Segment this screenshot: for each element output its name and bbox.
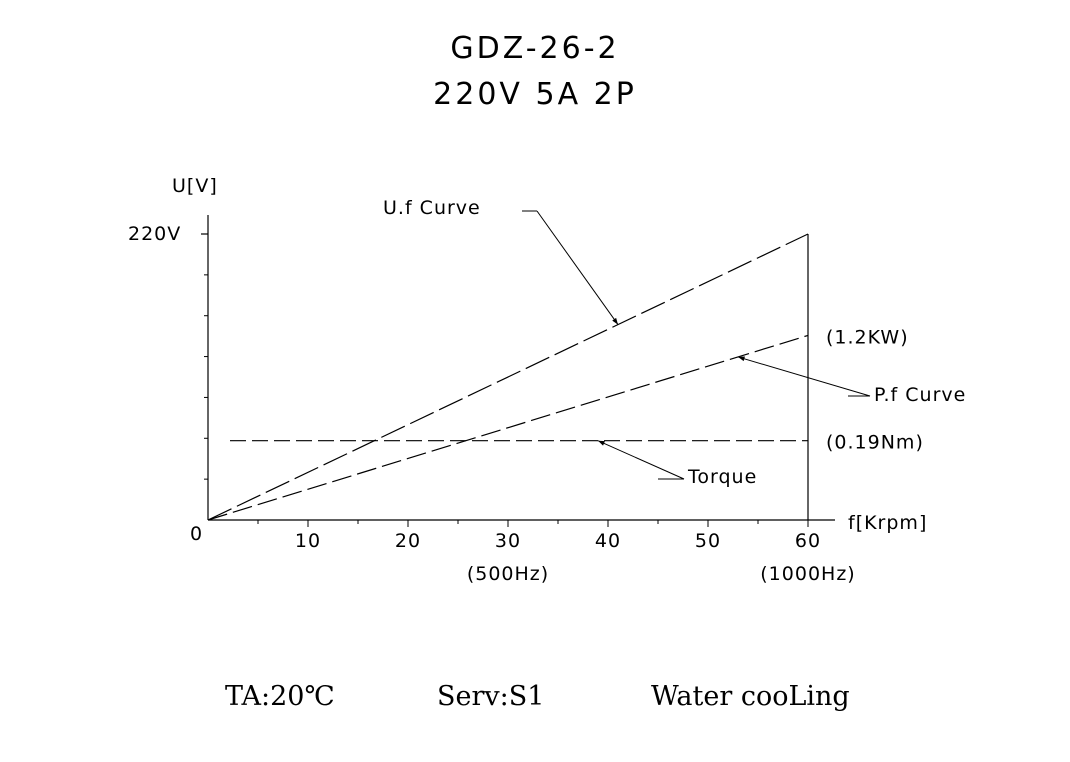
y-tick-label-220: 220V [128, 223, 181, 245]
origin-label: 0 [190, 523, 203, 545]
chart-title: GDZ-26-2 [450, 31, 619, 66]
series-name-label: Torque [687, 466, 757, 488]
x-sublabel: (500Hz) [467, 563, 549, 585]
x-tick-label: 40 [595, 530, 621, 552]
x-ticks: 10 20 30 40 50 60 (500Hz) (1000Hz) [257, 520, 855, 585]
callout-leader [737, 356, 871, 397]
callout-arrowhead [738, 356, 745, 362]
series-name-label: U.f Curve [383, 197, 481, 219]
callout-leader [597, 440, 685, 480]
series-line [207, 334, 809, 521]
x-tick-label: 30 [495, 530, 521, 552]
series-end-label: (1.2KW) [826, 326, 909, 348]
y-axis-label: U[V] [172, 175, 218, 197]
x-tick-label: 60 [795, 530, 821, 552]
x-sublabel: (1000Hz) [760, 563, 855, 585]
x-tick-label: 10 [295, 530, 321, 552]
x-axis-label: f[Krpm] [848, 512, 927, 534]
series-name-label: P.f Curve [874, 384, 966, 406]
x-tick-label: 50 [695, 530, 721, 552]
x-tick-label: 20 [395, 530, 421, 552]
callout-leader [536, 210, 619, 325]
footer-ambient-temp: TA:20℃ [225, 681, 335, 712]
callout-arrowhead [598, 440, 605, 446]
footer-cooling-method: Water cooLing [651, 681, 850, 712]
chart-subtitle: 220V 5A 2P [433, 77, 637, 112]
callout-arrowhead [612, 317, 618, 325]
footer-service-duty: Serv:S1 [437, 681, 544, 712]
series-line [207, 233, 809, 521]
series-end-label: (0.19Nm) [826, 432, 924, 454]
y-minor-ticks [204, 274, 208, 480]
series-layer: U.f Curve (1.2KW) P.f Curve (0.19Nm) Torque [207, 197, 966, 521]
